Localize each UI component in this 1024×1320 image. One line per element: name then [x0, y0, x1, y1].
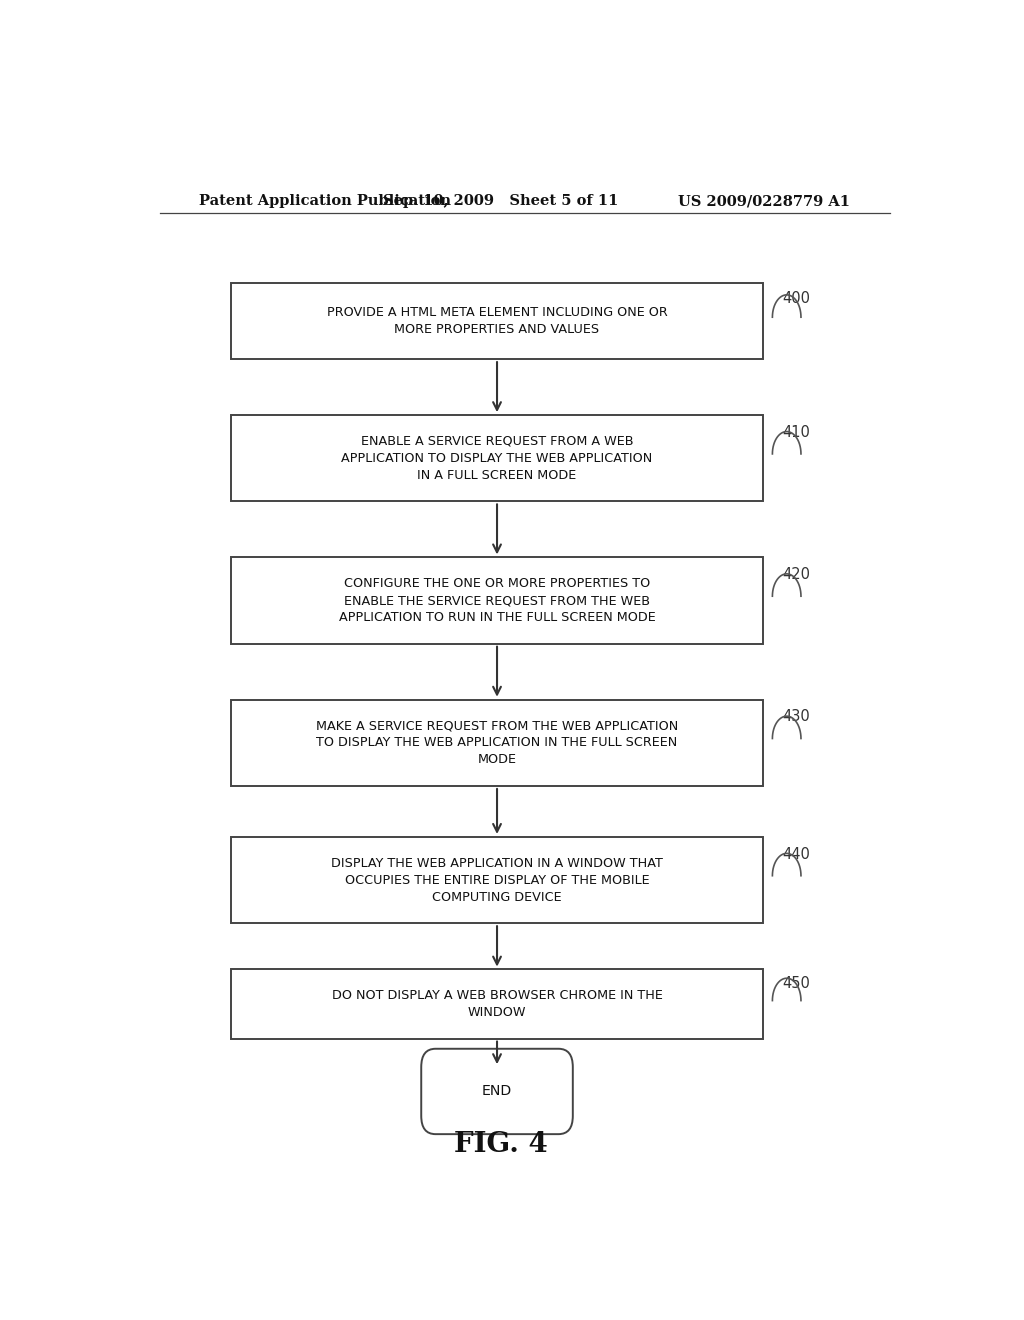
Text: 450: 450: [782, 975, 811, 991]
Text: Sep. 10, 2009   Sheet 5 of 11: Sep. 10, 2009 Sheet 5 of 11: [383, 194, 618, 209]
Text: DO NOT DISPLAY A WEB BROWSER CHROME IN THE
WINDOW: DO NOT DISPLAY A WEB BROWSER CHROME IN T…: [332, 989, 663, 1019]
Text: 400: 400: [782, 290, 811, 306]
Text: 440: 440: [782, 846, 811, 862]
Text: FIG. 4: FIG. 4: [454, 1131, 548, 1158]
Text: MAKE A SERVICE REQUEST FROM THE WEB APPLICATION
TO DISPLAY THE WEB APPLICATION I: MAKE A SERVICE REQUEST FROM THE WEB APPL…: [315, 719, 678, 767]
FancyBboxPatch shape: [231, 969, 763, 1039]
FancyBboxPatch shape: [231, 700, 763, 785]
Text: DISPLAY THE WEB APPLICATION IN A WINDOW THAT
OCCUPIES THE ENTIRE DISPLAY OF THE : DISPLAY THE WEB APPLICATION IN A WINDOW …: [331, 857, 663, 904]
Text: US 2009/0228779 A1: US 2009/0228779 A1: [678, 194, 850, 209]
Text: 410: 410: [782, 425, 811, 440]
FancyBboxPatch shape: [231, 837, 763, 923]
Text: 420: 420: [782, 568, 811, 582]
Text: PROVIDE A HTML META ELEMENT INCLUDING ONE OR
MORE PROPERTIES AND VALUES: PROVIDE A HTML META ELEMENT INCLUDING ON…: [327, 306, 668, 337]
Text: CONFIGURE THE ONE OR MORE PROPERTIES TO
ENABLE THE SERVICE REQUEST FROM THE WEB
: CONFIGURE THE ONE OR MORE PROPERTIES TO …: [339, 577, 655, 624]
Text: END: END: [482, 1085, 512, 1098]
Text: 430: 430: [782, 709, 810, 725]
FancyBboxPatch shape: [231, 414, 763, 502]
Text: ENABLE A SERVICE REQUEST FROM A WEB
APPLICATION TO DISPLAY THE WEB APPLICATION
I: ENABLE A SERVICE REQUEST FROM A WEB APPL…: [341, 434, 652, 482]
FancyBboxPatch shape: [231, 282, 763, 359]
FancyBboxPatch shape: [421, 1049, 572, 1134]
Text: Patent Application Publication: Patent Application Publication: [200, 194, 452, 209]
FancyBboxPatch shape: [231, 557, 763, 644]
